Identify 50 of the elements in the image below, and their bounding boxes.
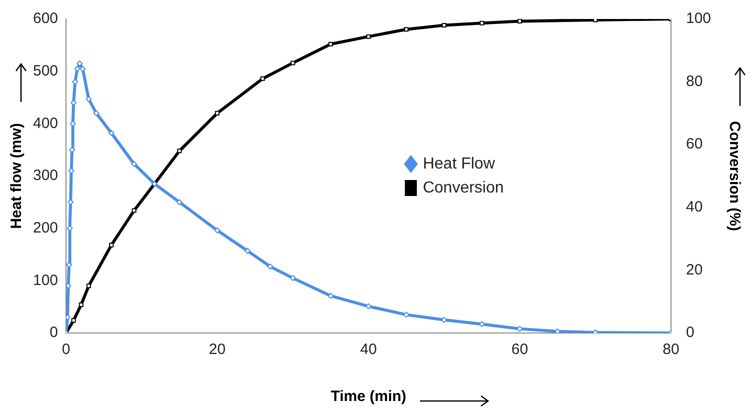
point <box>176 199 182 206</box>
y-tick-label: 100 <box>32 272 58 289</box>
y2-tick-label: 40 <box>686 198 703 216</box>
y-tick-label: 0 <box>50 324 58 342</box>
x-axis-title: Time (min) <box>330 388 406 406</box>
point <box>267 264 274 270</box>
point <box>93 110 100 116</box>
x-tick-label: 40 <box>360 341 377 358</box>
point <box>108 130 114 136</box>
y-tick-label: 300 <box>32 167 58 184</box>
y-tick-label: 400 <box>32 114 58 132</box>
y-axis-title: Heat flow (mw) <box>8 123 26 229</box>
point <box>78 302 84 308</box>
x-tick-label: 0 <box>62 341 70 358</box>
point <box>442 23 446 28</box>
point <box>244 248 251 254</box>
point <box>214 110 220 116</box>
x-tick-label: 80 <box>662 341 680 358</box>
point <box>131 160 138 167</box>
x-tick-label: 60 <box>511 341 528 358</box>
legend-label: Conversion <box>422 179 504 196</box>
point <box>517 19 522 24</box>
y-tick-label: 600 <box>32 10 58 28</box>
y-tick-label: 500 <box>32 62 58 80</box>
y2-tick-label: 20 <box>686 261 703 278</box>
point <box>109 242 114 248</box>
y2-tick-label: 0 <box>686 324 694 342</box>
point <box>404 27 409 32</box>
y2-tick-label: 80 <box>686 72 703 90</box>
point <box>260 76 265 81</box>
point <box>80 66 86 72</box>
y2-tick-label: 60 <box>686 136 703 153</box>
x-tick-label: 20 <box>208 341 226 358</box>
point <box>290 275 296 282</box>
point <box>290 60 296 66</box>
point <box>71 318 76 323</box>
point <box>214 227 220 234</box>
point <box>480 20 484 26</box>
point <box>328 42 333 46</box>
point <box>366 34 371 39</box>
y-tick-label: 200 <box>32 219 58 236</box>
point <box>177 148 182 154</box>
y2-tick-label: 100 <box>686 10 712 28</box>
point <box>593 19 598 22</box>
point <box>132 208 136 213</box>
point <box>86 284 91 288</box>
point <box>86 96 92 102</box>
legend-label: Heat Flow <box>422 155 496 172</box>
point <box>366 303 372 310</box>
y2-axis-title: Conversion (%) <box>726 120 743 232</box>
